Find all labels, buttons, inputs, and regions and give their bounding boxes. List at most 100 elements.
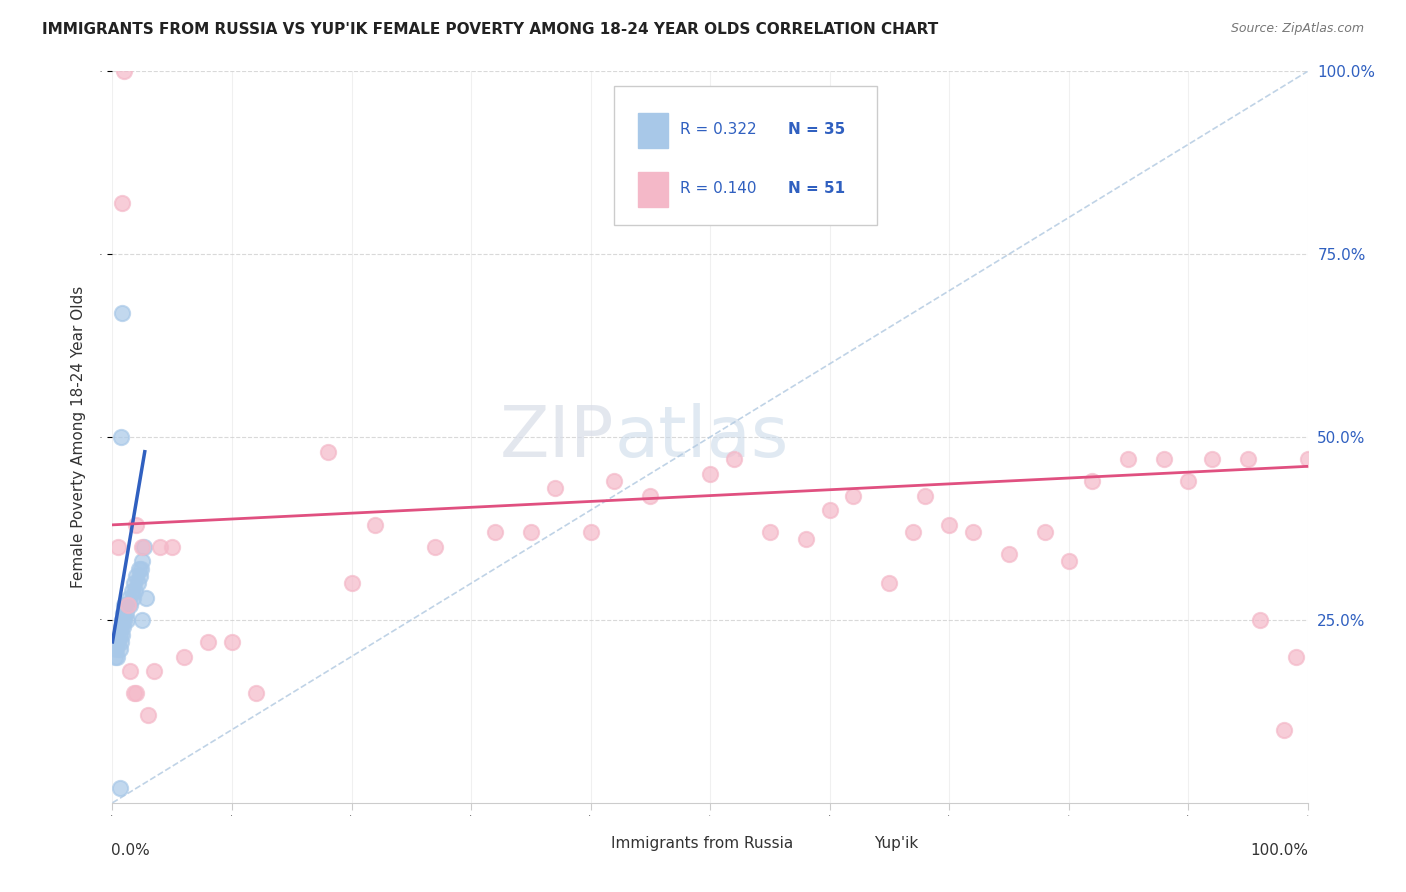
Point (118, 591, 141, 605)
Point (173, 649, 195, 664)
Point (107, 635, 129, 649)
Point (129, 569, 152, 583)
Point (114, 613, 135, 627)
Point (162, 540, 183, 554)
Point (1249, 613, 1271, 627)
Point (105, 649, 128, 664)
Point (579, 525, 602, 540)
Point (121, 591, 143, 605)
Point (128, 562, 150, 576)
Text: atlas: atlas (614, 402, 789, 472)
Point (914, 489, 936, 503)
Point (879, 576, 901, 591)
Bar (638, 171, 668, 207)
Point (759, 525, 782, 540)
Point (110, 430, 132, 444)
Point (221, 635, 243, 649)
Text: 100.0%: 100.0% (1251, 843, 1309, 858)
Point (1177, 474, 1199, 488)
Point (245, 686, 267, 700)
Text: Yup'ik: Yup'ik (873, 836, 918, 851)
Bar (579, 838, 605, 862)
Point (1296, 452, 1319, 467)
Point (484, 525, 506, 540)
Point (316, 444, 339, 458)
Point (105, 642, 128, 657)
Text: IMMIGRANTS FROM RUSSIA VS YUP'IK FEMALE POVERTY AMONG 18-24 YEAR OLDS CORRELATIO: IMMIGRANTS FROM RUSSIA VS YUP'IK FEMALE … (42, 22, 938, 37)
Point (111, 196, 134, 211)
Text: Immigrants from Russia: Immigrants from Russia (610, 836, 793, 851)
Point (143, 664, 166, 678)
Point (1057, 554, 1080, 568)
Point (603, 474, 626, 488)
Point (197, 635, 219, 649)
Point (520, 525, 543, 540)
Point (132, 540, 155, 554)
Point (112, 620, 135, 634)
Point (1237, 452, 1260, 467)
Point (115, 613, 138, 627)
Point (111, 613, 134, 627)
Point (110, 635, 132, 649)
Point (723, 452, 745, 467)
Point (1153, 452, 1175, 467)
Text: 0.0%: 0.0% (111, 843, 150, 858)
Point (1272, 723, 1295, 737)
Point (135, 591, 157, 605)
Point (794, 533, 817, 547)
Text: N = 35: N = 35 (787, 122, 845, 137)
Point (125, 686, 148, 700)
Point (127, 576, 149, 591)
Point (108, 642, 131, 657)
Point (149, 540, 172, 554)
Point (122, 686, 145, 700)
Point (699, 467, 721, 481)
Point (1201, 452, 1223, 467)
Point (124, 583, 146, 598)
Point (425, 540, 447, 554)
FancyBboxPatch shape (614, 86, 877, 225)
Point (842, 489, 865, 503)
Point (114, 606, 136, 620)
Point (108, 781, 131, 796)
Point (131, 540, 153, 554)
Point (640, 489, 662, 503)
Point (114, 64, 135, 78)
Point (120, 599, 142, 613)
Point (114, 599, 135, 613)
Point (1118, 452, 1140, 467)
Point (340, 576, 363, 591)
Point (110, 620, 132, 634)
Point (111, 627, 134, 641)
Point (120, 664, 142, 678)
Point (131, 613, 153, 627)
Point (107, 540, 129, 554)
Text: ZIP: ZIP (501, 402, 614, 472)
Point (108, 627, 131, 641)
Point (818, 503, 841, 517)
Point (104, 649, 127, 664)
Text: N = 51: N = 51 (787, 181, 845, 196)
Text: R = 0.322: R = 0.322 (681, 122, 756, 137)
Point (962, 525, 984, 540)
Point (938, 517, 960, 532)
Point (903, 525, 925, 540)
Point (1033, 525, 1056, 540)
Point (1285, 649, 1308, 664)
Point (364, 517, 387, 532)
Text: Source: ZipAtlas.com: Source: ZipAtlas.com (1230, 22, 1364, 36)
Point (129, 562, 152, 576)
Point (131, 554, 153, 568)
Point (121, 583, 143, 598)
Bar (842, 838, 868, 862)
Point (111, 306, 134, 320)
Point (125, 569, 148, 583)
Point (122, 576, 145, 591)
Y-axis label: Female Poverty Among 18-24 Year Olds: Female Poverty Among 18-24 Year Olds (70, 286, 86, 588)
Point (125, 517, 148, 532)
Point (117, 599, 139, 613)
Point (138, 708, 160, 723)
Point (112, 606, 135, 620)
Point (998, 547, 1021, 561)
Point (117, 599, 139, 613)
